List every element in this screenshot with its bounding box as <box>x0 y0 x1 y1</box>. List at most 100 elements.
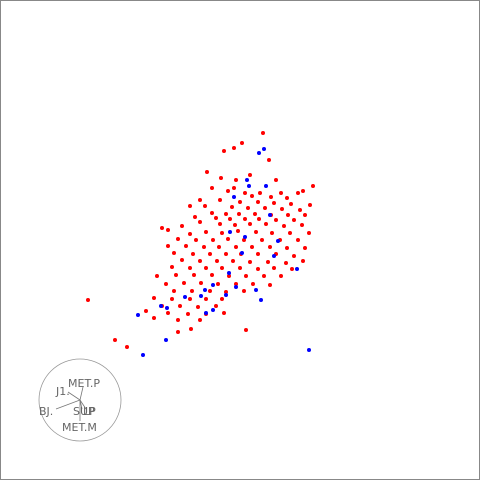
point-series-1-17 <box>259 298 263 302</box>
point-series-0-41 <box>286 213 290 217</box>
point-series-0-55 <box>233 223 237 227</box>
point-series-0-112 <box>210 273 214 277</box>
point-series-0-117 <box>164 282 168 286</box>
point-series-1-14 <box>203 288 207 292</box>
point-series-0-28 <box>308 203 312 207</box>
point-series-0-120 <box>216 282 220 286</box>
point-series-1-18 <box>199 294 203 298</box>
point-series-0-121 <box>234 282 238 286</box>
point-series-0-119 <box>199 281 203 285</box>
point-series-0-11 <box>210 186 214 190</box>
point-series-0-25 <box>256 200 260 204</box>
point-series-0-32 <box>246 206 250 210</box>
point-series-1-27 <box>141 353 145 357</box>
point-series-0-76 <box>166 244 170 248</box>
point-series-0-95 <box>215 259 219 263</box>
point-series-0-86 <box>191 252 195 256</box>
point-series-0-50 <box>160 226 164 230</box>
biplot-legend: MET.P J1. BJ. SUP LP MET.M <box>38 358 122 442</box>
point-series-0-103 <box>204 266 208 270</box>
point-series-0-22 <box>198 198 202 202</box>
point-series-0-46 <box>243 217 247 221</box>
point-series-0-54 <box>218 222 222 226</box>
point-series-0-88 <box>224 252 228 256</box>
point-series-0-69 <box>194 238 198 242</box>
point-series-0-148 <box>176 330 180 334</box>
point-series-0-116 <box>279 274 283 278</box>
biplot-circle <box>38 358 122 442</box>
point-series-0-21 <box>285 196 289 200</box>
point-series-0-5 <box>205 170 209 174</box>
point-series-0-15 <box>243 191 247 195</box>
point-series-0-61 <box>204 230 208 234</box>
point-series-0-29 <box>188 204 192 208</box>
point-series-1-22 <box>165 306 169 310</box>
point-series-0-23 <box>218 198 222 202</box>
point-series-0-12 <box>232 186 236 190</box>
point-series-1-12 <box>227 271 231 275</box>
point-series-1-28 <box>307 348 311 352</box>
point-series-0-87 <box>208 252 212 256</box>
point-series-0-42 <box>303 213 307 217</box>
point-series-1-11 <box>240 251 244 255</box>
point-series-0-96 <box>231 259 235 263</box>
point-series-1-3 <box>247 184 251 188</box>
point-series-0-78 <box>202 245 206 249</box>
point-series-0-147 <box>244 328 248 332</box>
point-series-0-118 <box>182 281 186 285</box>
point-series-0-150 <box>113 338 117 342</box>
point-series-0-98 <box>266 260 270 264</box>
point-series-0-82 <box>268 245 272 249</box>
point-series-0-63 <box>236 229 240 233</box>
point-series-1-9 <box>276 239 280 243</box>
point-series-0-124 <box>172 289 176 293</box>
point-series-0-33 <box>263 206 267 210</box>
point-series-0-57 <box>264 222 268 226</box>
point-series-0-73 <box>260 238 264 242</box>
point-series-0-104 <box>220 266 224 270</box>
point-series-0-107 <box>272 266 276 270</box>
point-series-0-24 <box>238 200 242 204</box>
biplot-label-met-p: MET.P <box>68 377 100 390</box>
point-series-0-58 <box>282 224 286 228</box>
point-series-1-19 <box>183 295 187 299</box>
point-series-0-70 <box>211 238 215 242</box>
point-series-0-97 <box>248 260 252 264</box>
point-series-0-85 <box>172 251 176 255</box>
point-series-0-129 <box>152 296 156 300</box>
point-series-1-15 <box>224 293 228 297</box>
point-series-0-122 <box>251 282 255 286</box>
point-series-0-134 <box>86 298 90 302</box>
point-series-0-71 <box>226 237 230 241</box>
point-series-1-7 <box>228 230 232 234</box>
point-series-0-100 <box>301 259 305 263</box>
point-series-1-23 <box>211 308 215 312</box>
biplot-label-j1: J1. <box>55 385 70 398</box>
point-series-0-138 <box>214 304 218 308</box>
point-series-0-132 <box>204 297 208 301</box>
point-series-0-93 <box>180 258 184 262</box>
point-series-1-16 <box>254 288 258 292</box>
point-series-0-108 <box>290 267 294 271</box>
point-series-0-2 <box>232 146 236 150</box>
point-series-0-68 <box>176 237 180 241</box>
point-series-0-56 <box>248 222 252 226</box>
point-series-0-131 <box>188 297 192 301</box>
point-series-0-143 <box>222 311 226 315</box>
point-series-0-94 <box>198 259 202 263</box>
point-series-0-44 <box>214 216 218 220</box>
point-series-0-51 <box>166 228 170 232</box>
point-series-0-137 <box>196 305 200 309</box>
point-series-0-49 <box>292 218 296 222</box>
point-series-0-101 <box>170 265 174 269</box>
point-series-0-128 <box>242 289 246 293</box>
point-series-0-92 <box>292 254 296 258</box>
point-series-0-67 <box>307 231 311 235</box>
point-series-0-90 <box>256 252 260 256</box>
point-series-0-145 <box>176 318 180 322</box>
point-series-0-3 <box>222 149 226 153</box>
point-series-0-35 <box>298 208 302 212</box>
point-series-1-20 <box>159 304 163 308</box>
point-series-1-26 <box>164 338 168 342</box>
point-series-0-111 <box>192 273 196 277</box>
